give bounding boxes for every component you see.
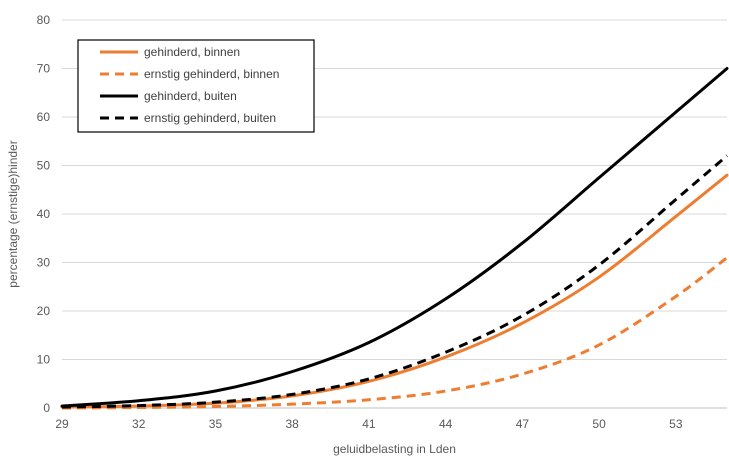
y-tick-label: 30 bbox=[37, 256, 51, 270]
x-tick-label: 41 bbox=[362, 417, 376, 431]
tick-labels: 0 10 20 30 40 50 60 70 80 29 32 35 38 41 44 47 50 53 bbox=[37, 13, 683, 431]
x-tick-label: 29 bbox=[55, 417, 69, 431]
series-line-1 bbox=[61, 256, 728, 410]
x-tick-label: 44 bbox=[439, 417, 453, 431]
x-tick-label: 47 bbox=[516, 417, 530, 431]
x-tick-label: 35 bbox=[209, 417, 223, 431]
y-tick-label: 80 bbox=[37, 13, 51, 27]
y-tick-label: 70 bbox=[37, 62, 51, 76]
y-tick-label: 20 bbox=[37, 304, 51, 318]
y-tick-label: 40 bbox=[37, 207, 51, 221]
series-lines bbox=[60, 67, 729, 410]
series-line-0 bbox=[60, 173, 729, 409]
series-line-3 bbox=[61, 154, 728, 409]
y-axis-title: percentage (ernstige)hinder bbox=[6, 140, 20, 287]
legend-label: ernstig gehinderd, binnen bbox=[144, 67, 279, 81]
x-tick-label: 50 bbox=[592, 417, 606, 431]
y-tick-label: 10 bbox=[37, 353, 51, 367]
legend: gehinderd, binnen ernstig gehinderd, binn… bbox=[77, 39, 315, 133]
y-tick-label: 0 bbox=[43, 401, 50, 415]
x-tick-label: 32 bbox=[132, 417, 146, 431]
x-tick-label: 38 bbox=[286, 417, 300, 431]
y-tick-label: 50 bbox=[37, 159, 51, 173]
y-tick-label: 60 bbox=[37, 110, 51, 124]
legend-label: ernstig gehinderd, buiten bbox=[144, 111, 276, 125]
legend-label: gehinderd, buiten bbox=[144, 89, 237, 103]
x-axis-title: geluidbelasting in Lden bbox=[333, 442, 456, 456]
series-line-2 bbox=[60, 67, 729, 408]
x-tick-label: 53 bbox=[669, 417, 683, 431]
legend-label: gehinderd, binnen bbox=[144, 45, 240, 59]
